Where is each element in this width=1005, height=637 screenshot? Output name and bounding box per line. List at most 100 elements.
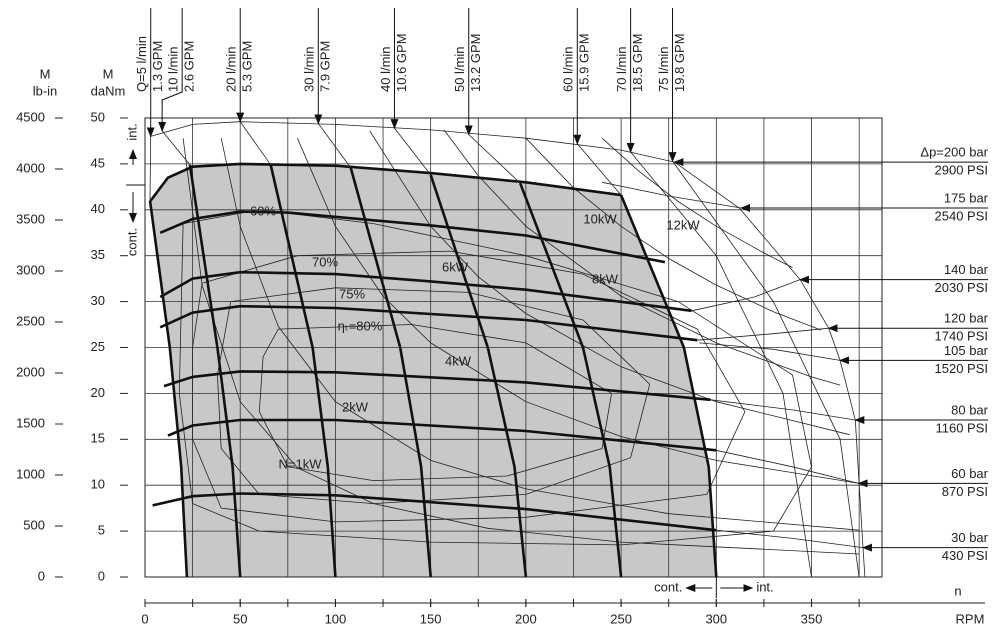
x-tick-label: 50: [233, 611, 247, 626]
pressure-line-int: [699, 342, 841, 361]
y2-label: lb-in: [33, 83, 58, 98]
y2-symbol: M: [40, 66, 51, 81]
flow-lpm-label: 20 l/min: [224, 46, 239, 92]
flow-line-int: [672, 160, 860, 578]
y-tick-label: 40: [91, 201, 105, 216]
plot-frame: [144, 117, 883, 578]
flow-gpm-label: 1.3 GPM: [150, 41, 165, 92]
flow-lpm-label: 10 l/min: [166, 46, 181, 92]
flow-gpm-label: 13.2 GPM: [468, 33, 483, 92]
flow-line-int: [630, 151, 812, 578]
pressure-line-int: [150, 121, 675, 163]
flow-gpm-label: 7.9 GPM: [318, 41, 333, 92]
flow-lpm-label: 75 l/min: [656, 46, 671, 92]
flow-lpm-label: 70 l/min: [614, 46, 629, 92]
pressure-line: [152, 492, 717, 532]
pressure-psi-label: 870 PSI: [942, 484, 988, 499]
y2-tick-label: 500: [23, 517, 45, 532]
cont-bottom: cont.: [654, 579, 682, 594]
efficiency-label: 70%: [312, 254, 338, 269]
y2-tick-label: 1500: [16, 415, 45, 430]
flow-line-int: [317, 123, 352, 168]
flow-line: [518, 182, 623, 578]
pressure-line-int: [716, 529, 864, 548]
power-label: 8kW: [592, 271, 619, 286]
x-tick-label: 350: [801, 611, 823, 626]
pressure-line-int: [602, 181, 742, 209]
x-tick-label: 250: [610, 611, 632, 626]
continuous-region: [150, 163, 717, 577]
pressure-bar-label: 80 bar: [951, 402, 989, 417]
pressure-psi-label: 1520 PSI: [935, 361, 989, 376]
int-bottom: int.: [756, 579, 773, 594]
pressure-psi-label: 1740 PSI: [935, 329, 989, 344]
power-label: 6kW: [442, 259, 469, 274]
x-tick-label: 150: [420, 611, 442, 626]
flow-line: [269, 164, 337, 578]
pressure-line-int: [710, 399, 856, 421]
y2-tick-label: 2000: [16, 364, 45, 379]
efficiency-label: 75%: [339, 286, 365, 301]
flow-gpm-label: 19.8 GPM: [672, 33, 687, 92]
y-tick-label: 10: [91, 477, 105, 492]
pressure-line-int: [691, 279, 801, 312]
power-label: 12kW: [666, 217, 700, 232]
flow-line: [349, 167, 432, 578]
int-left: int.: [124, 123, 139, 140]
flow-line-int: [468, 134, 521, 184]
efficiency-contour: [192, 250, 746, 523]
flow-line: [619, 194, 718, 578]
power-curve: [443, 129, 841, 386]
y-tick-label: 35: [91, 247, 105, 262]
flow-lpm-label: 50 l/min: [452, 46, 467, 92]
flow-line-int: [394, 127, 432, 176]
pressure-line: [149, 162, 622, 202]
y-tick-label: 30: [91, 293, 105, 308]
y-tick-label: 50: [91, 109, 105, 124]
y-tick-label: 5: [98, 523, 105, 538]
x-label: RPM: [956, 611, 985, 626]
flow-line: [429, 174, 528, 578]
flow-line: [188, 164, 242, 578]
cont-left: cont.: [124, 228, 139, 256]
pressure-line: [159, 304, 698, 342]
y2-tick-label: 4000: [16, 160, 45, 175]
flow-gpm-label: 10.6 GPM: [394, 33, 409, 92]
efficiency-label: 60%: [250, 203, 276, 218]
flow-lpm-label: 40 l/min: [378, 46, 393, 92]
pressure-psi-label: 2540 PSI: [935, 208, 989, 223]
flow-pointer: [158, 8, 183, 132]
flow-line: [148, 200, 189, 578]
pressure-psi-label: 2900 PSI: [935, 163, 989, 178]
efficiency-contour: [178, 209, 812, 546]
efficiency-contour: [258, 324, 613, 482]
flow-line-int: [161, 130, 191, 166]
x-symbol: n: [954, 583, 961, 598]
power-curve: [601, 137, 793, 268]
efficiency-contour: [216, 287, 651, 505]
flow-line-int: [239, 121, 272, 166]
flow-gpm-label: 18.5 GPM: [630, 33, 645, 92]
y2-tick-label: 3000: [16, 262, 45, 277]
pressure-bar-label: 105 bar: [944, 343, 989, 358]
flow-gpm-label: 2.6 GPM: [182, 41, 197, 92]
y-tick-label: 20: [91, 385, 105, 400]
y-tick-label: 25: [91, 339, 105, 354]
y2-tick-label: 4500: [16, 109, 45, 124]
power-label: 10kW: [583, 211, 617, 226]
flow-lpm-label: 30 l/min: [302, 46, 317, 92]
pressure-bar-label: 140 bar: [944, 262, 989, 277]
x-tick-label: 0: [141, 611, 148, 626]
y-tick-label: 45: [91, 155, 105, 170]
flow-gpm-label: 15.9 GPM: [577, 33, 592, 92]
power-curve: [182, 138, 860, 555]
pressure-bar-label: Δp=200 bar: [920, 145, 988, 160]
power-curve: [297, 138, 860, 484]
flow-line-int: [576, 143, 622, 196]
flow-lpm-label: 60 l/min: [561, 46, 576, 92]
y2-tick-label: 2500: [16, 313, 45, 328]
y2-tick-label: 3500: [16, 211, 45, 226]
pressure-line: [159, 210, 666, 264]
pressure-bar-label: 175 bar: [944, 190, 989, 205]
